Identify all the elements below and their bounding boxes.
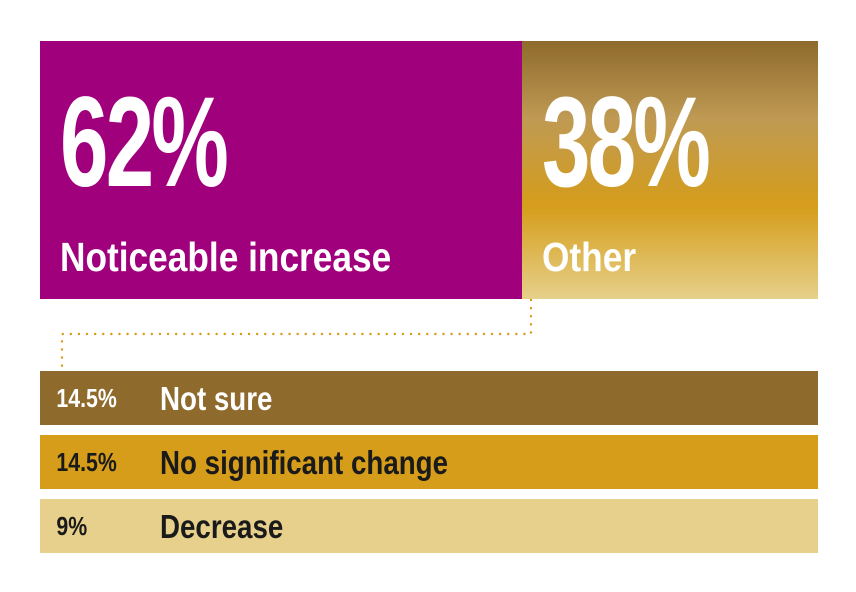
stacked-bar: 62% Noticeable increase 38% Other <box>40 41 818 299</box>
segment-other: 38% Other <box>522 41 818 299</box>
label-noticeable-increase: Noticeable increase <box>60 234 392 280</box>
percent-no-significant-change: 14.5% <box>56 447 117 477</box>
breakdown-row-no-significant-change: 14.5% No significant change <box>40 435 818 489</box>
percent-decrease: 9% <box>56 511 88 541</box>
label-no-significant-change: No significant change <box>160 443 449 481</box>
breakdown-row-decrease: 9% Decrease <box>40 499 818 553</box>
breakdown-row-not-sure: 14.5% Not sure <box>40 371 818 425</box>
breakdown-list: 14.5% Not sure 14.5% No significant chan… <box>40 371 818 563</box>
label-decrease: Decrease <box>160 507 284 545</box>
segment-noticeable-increase: 62% Noticeable increase <box>40 41 523 299</box>
label-not-sure: Not sure <box>160 379 273 417</box>
label-other: Other <box>542 234 637 280</box>
percent-other: 38% <box>542 71 711 214</box>
percent-not-sure: 14.5% <box>56 383 117 413</box>
percent-noticeable-increase: 62% <box>60 71 229 214</box>
